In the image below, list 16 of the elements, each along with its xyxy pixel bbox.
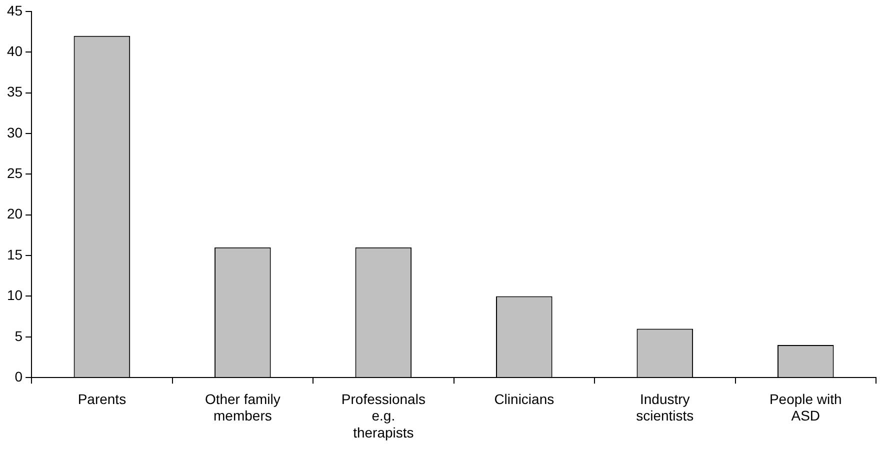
y-tick-label: 20 (6, 206, 23, 222)
y-tick-label: 5 (14, 328, 23, 344)
x-tick-label: Professionals e.g. therapists (341, 390, 426, 440)
y-tick-label: 10 (6, 287, 23, 304)
x-tick-label: Other family members (204, 390, 280, 424)
x-tick-label: Parents (78, 390, 126, 407)
x-tick-label: Clinicians (494, 390, 554, 407)
y-tick-label: 30 (6, 124, 23, 140)
y-tick-label: 0 (14, 368, 23, 384)
y-tick-label: 40 (6, 42, 23, 59)
x-tick-label: People with ASD (769, 390, 842, 424)
y-tick-label: 25 (6, 165, 23, 182)
x-tick-label: Industry scientists (636, 390, 694, 424)
y-tick-label: 15 (6, 246, 23, 262)
y-tick-label: 45 (6, 2, 23, 18)
y-tick-label: 35 (6, 84, 23, 100)
